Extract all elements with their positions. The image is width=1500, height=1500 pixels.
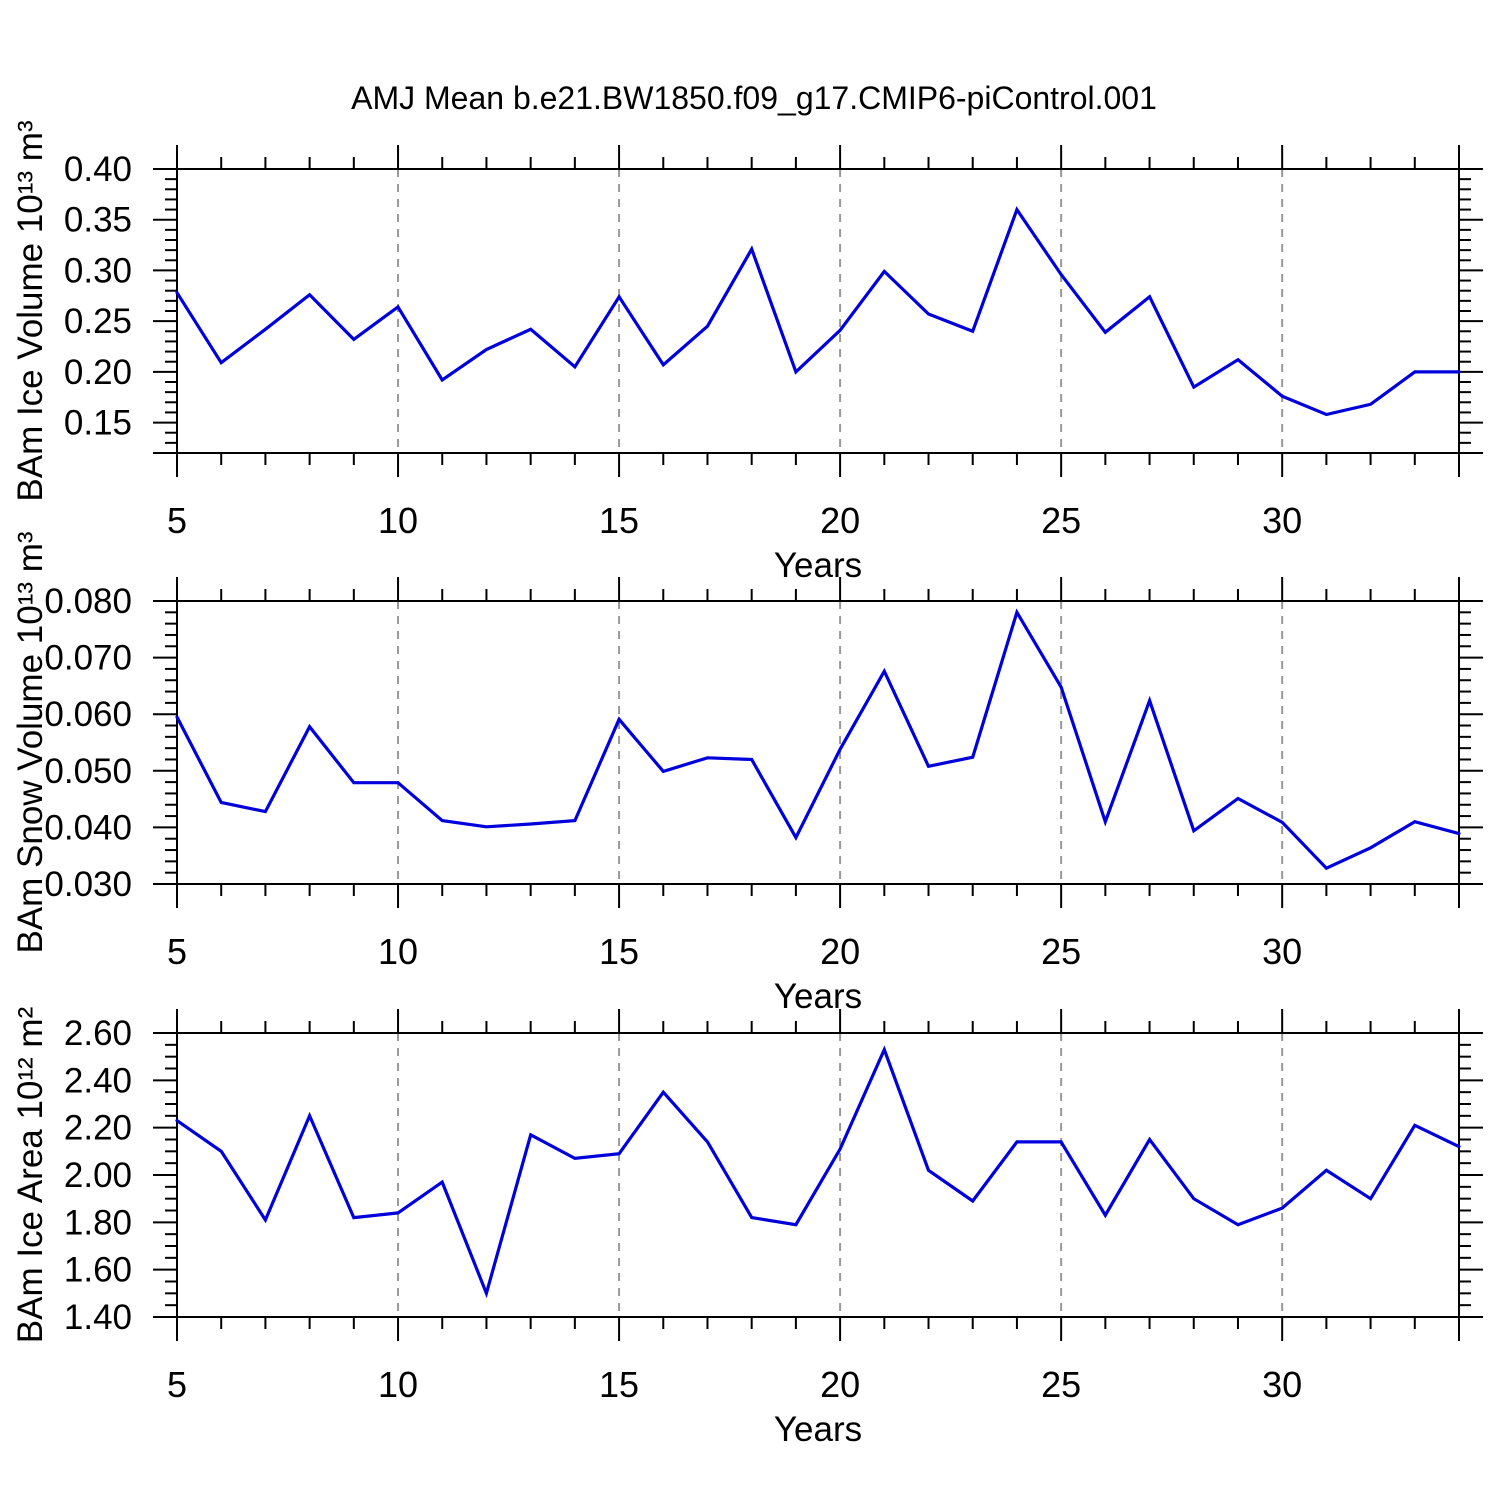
y-tick-label: 2.40 xyxy=(64,1061,132,1100)
y-axis-label-snow-volume: BAm Snow Volume 10¹³ m³ xyxy=(11,531,50,953)
panel-ice-area: 1.40 1.60 1.80 2.00 2.20 2.40 2.60 5 10 15 20 25 30 Y… xyxy=(11,1007,1483,1449)
y-tick-label: 0.20 xyxy=(64,353,132,392)
y-tick-label: 0.30 xyxy=(64,251,132,290)
x-tick-label: 20 xyxy=(820,500,860,541)
x-axis-label: Years xyxy=(774,546,862,585)
x-tick-label: 30 xyxy=(1262,1364,1302,1405)
x-tick-label: 5 xyxy=(167,931,187,972)
y-axis-label-ice-volume: BAm Ice Volume 10¹³ m³ xyxy=(11,120,50,501)
y-tick-label: 0.030 xyxy=(44,865,132,904)
y-tick-label: 0.050 xyxy=(44,752,132,791)
series-line-ice-volume xyxy=(175,206,1461,417)
x-tick-label: 15 xyxy=(599,931,639,972)
x-tick-label: 30 xyxy=(1262,931,1302,972)
x-tick-label: 15 xyxy=(599,500,639,541)
y-tick-label: 1.40 xyxy=(64,1298,132,1337)
x-tick-label: 30 xyxy=(1262,500,1302,541)
y-tick-label: 0.070 xyxy=(44,639,132,678)
x-tick-label: 10 xyxy=(378,500,418,541)
y-tick-label: 2.60 xyxy=(64,1014,132,1053)
series-line-snow-volume xyxy=(175,608,1461,871)
x-tick-label: 20 xyxy=(820,1364,860,1405)
y-tick-label: 1.80 xyxy=(64,1203,132,1242)
x-tick-label: 5 xyxy=(167,500,187,541)
x-axis-label: Years xyxy=(774,1410,862,1449)
y-tick-label: 0.040 xyxy=(44,808,132,847)
y-tick-label: 0.060 xyxy=(44,695,132,734)
panel-frame xyxy=(176,1032,1460,1318)
x-tick-label: 20 xyxy=(820,931,860,972)
y-tick-label: 0.35 xyxy=(64,201,132,240)
panel-snow-volume: 0.030 0.040 0.050 0.060 0.070 0.080 5 10 15 20 25 3… xyxy=(11,531,1483,1016)
y-axis-label-ice-area: BAm Ice Area 10¹² m² xyxy=(11,1007,50,1343)
series-line-ice-area xyxy=(175,1045,1461,1299)
y-tick-label: 0.25 xyxy=(64,302,132,341)
panel-ice-volume: 0.15 0.20 0.25 0.30 0.35 0.40 5 10 15 20 25 30 Years… xyxy=(11,120,1483,585)
panel-frame xyxy=(176,600,1460,885)
y-tick-label: 0.15 xyxy=(64,404,132,443)
x-tick-label: 10 xyxy=(378,931,418,972)
x-tick-label: 10 xyxy=(378,1364,418,1405)
x-tick-label: 25 xyxy=(1041,1364,1081,1405)
y-tick-label: 2.20 xyxy=(64,1109,132,1148)
y-tick-label: 0.080 xyxy=(44,582,132,621)
panel-frame xyxy=(176,168,1460,454)
y-tick-label: 1.60 xyxy=(64,1251,132,1290)
x-tick-label: 15 xyxy=(599,1364,639,1405)
x-tick-label: 25 xyxy=(1041,500,1081,541)
x-tick-label: 5 xyxy=(167,1364,187,1405)
x-axis-label: Years xyxy=(774,977,862,1016)
chart-title: AMJ Mean b.e21.BW1850.f09_g17.CMIP6-piCo… xyxy=(351,80,1157,116)
x-tick-label: 25 xyxy=(1041,931,1081,972)
y-tick-label: 2.00 xyxy=(64,1156,132,1195)
y-tick-label: 0.40 xyxy=(64,150,132,189)
